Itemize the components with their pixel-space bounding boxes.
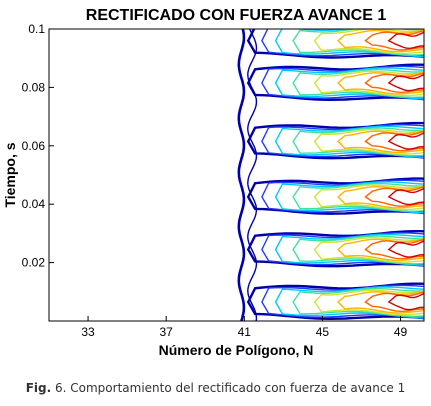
- y-tick-label: 0.04: [22, 197, 46, 211]
- contour-line: [261, 29, 424, 58]
- contour-line: [387, 31, 424, 50]
- contour-line: [274, 125, 424, 159]
- contour-line: [337, 71, 424, 95]
- x-tick-label: 45: [316, 325, 330, 339]
- contour-line: [292, 287, 424, 318]
- contour-line: [364, 291, 424, 313]
- y-tick-label: 0.02: [22, 256, 46, 270]
- contour-line: [387, 187, 424, 206]
- contour-line: [246, 230, 424, 268]
- x-tick-label: 37: [160, 325, 174, 339]
- x-axis: 33 37 41 45 49: [81, 316, 408, 339]
- contour-line: [292, 182, 424, 212]
- contour-line: [337, 290, 424, 314]
- contour-line: [292, 29, 424, 56]
- y-tick-label: 0.08: [22, 80, 46, 94]
- contour-line: [246, 29, 424, 59]
- y-axis-label: Tiempo, s: [2, 142, 18, 207]
- contour-line: [261, 284, 424, 320]
- y-tick-label: 0.1: [28, 22, 45, 36]
- contour-line: [292, 68, 424, 99]
- contour-line: [274, 233, 424, 267]
- contour-chart: RECTIFICADO CON FUERZA AVANCE 1 33 37 41 45…: [2, 7, 425, 358]
- contour-lines: [237, 29, 424, 321]
- caption-text: 6. Comportamiento del rectificado con fu…: [51, 381, 406, 395]
- contour-line: [364, 238, 424, 260]
- contour-line: [313, 289, 424, 316]
- contour-line: [261, 179, 424, 214]
- contour-line: [261, 232, 424, 267]
- contour-line: [313, 70, 424, 97]
- contour-line: [247, 29, 258, 321]
- contour-line: [313, 237, 424, 263]
- contour-line: [246, 282, 424, 321]
- contour-line: [274, 181, 424, 214]
- contour-line: [337, 185, 424, 209]
- x-tick-label: 41: [238, 325, 252, 339]
- contour-line: [261, 123, 424, 159]
- contour-boundary: [237, 29, 246, 321]
- contour-line: [292, 235, 424, 265]
- contour-line: [246, 63, 424, 102]
- contour-line: [292, 127, 424, 157]
- chart-title: RECTIFICADO CON FUERZA AVANCE 1: [86, 7, 387, 24]
- contour-line: [274, 29, 424, 58]
- contour-line: [313, 29, 424, 55]
- plot-frame: [48, 28, 425, 322]
- contour-line: [364, 130, 424, 152]
- contour-line: [246, 121, 424, 160]
- contour-line: [274, 67, 424, 100]
- figure-caption: Fig. 6. Comportamiento del rectificado c…: [0, 381, 431, 395]
- x-tick-label: 33: [81, 325, 95, 339]
- contour-line: [364, 72, 424, 94]
- contour-line: [313, 184, 424, 211]
- contour-line: [387, 132, 424, 150]
- contour-line: [313, 128, 424, 155]
- contour-line: [261, 65, 424, 101]
- contour-line: [387, 240, 424, 258]
- x-tick-label: 49: [394, 325, 408, 339]
- contour-line: [274, 286, 424, 319]
- x-axis-label: Número de Polígono, N: [159, 342, 314, 358]
- y-tick-label: 0.06: [22, 139, 46, 153]
- contour-line: [387, 292, 424, 311]
- y-axis: 0.02 0.04 0.06 0.08 0.1: [22, 22, 54, 270]
- contour-line: [387, 73, 424, 92]
- contour-line: [337, 130, 424, 154]
- contour-line: [364, 186, 424, 207]
- contour-line: [364, 30, 424, 51]
- plot-area: [49, 29, 424, 321]
- contour-line: [246, 177, 424, 215]
- caption-prefix: Fig.: [25, 381, 52, 395]
- contour-line: [337, 29, 424, 53]
- contour-line: [337, 238, 424, 262]
